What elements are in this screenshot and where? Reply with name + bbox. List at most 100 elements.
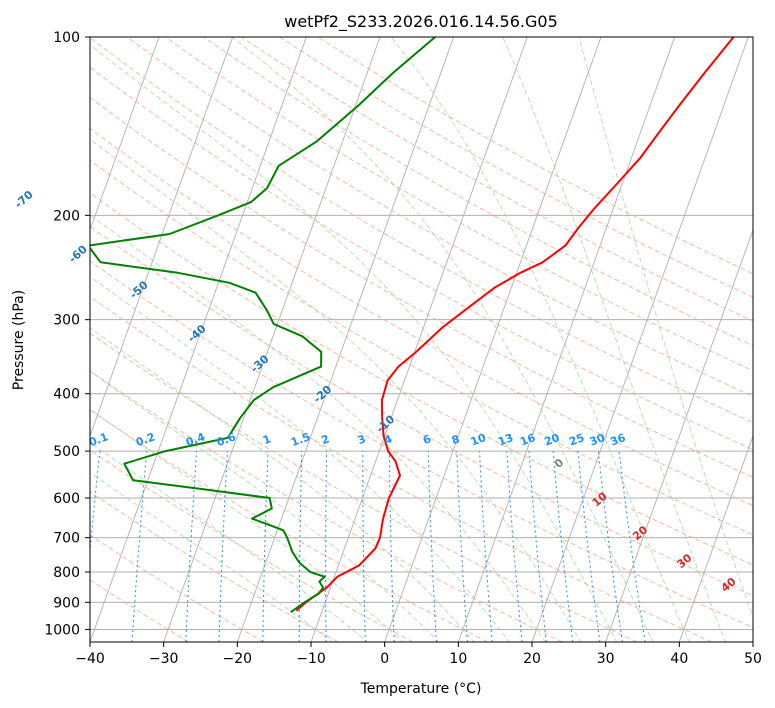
isotherm-line [0, 37, 12, 642]
isotherm-line [163, 37, 381, 642]
dry-adiabat-line [90, 409, 488, 642]
moist-adiabat-label: 0 [552, 456, 566, 471]
mixing-ratio-line [325, 451, 328, 642]
dry-adiabat-line [241, 37, 753, 322]
moist-adiabat-line [90, 44, 618, 642]
moist-adiabat-line [231, 37, 654, 642]
mixing-ratio-line [427, 451, 437, 642]
y-tick-label: 500 [53, 444, 80, 460]
dry-adiabat-line [90, 332, 638, 642]
chart-title: wetPf2_S233.2026.016.14.56.G05 [284, 12, 558, 32]
mixing-ratio-label: 25 [567, 431, 586, 448]
x-axis-label: Temperature (°C) [360, 681, 482, 697]
y-tick-label: 600 [53, 491, 80, 507]
mixing-ratio-line [528, 451, 547, 642]
moist-adiabat-line [90, 214, 546, 642]
x-tick-label: 10 [449, 651, 467, 667]
dry-adiabat-line [90, 66, 753, 451]
y-axis: 100 200 300 400 500 600 700 800 900 1000 [44, 30, 90, 638]
isotherm-line [90, 37, 160, 232]
moist-adiabat-line [90, 472, 333, 642]
x-tick-label: 30 [597, 651, 615, 667]
isotherm-label: -60 [66, 243, 90, 266]
y-axis-label: Pressure (hPa) [11, 290, 27, 390]
mixing-ratio-label: 20 [543, 431, 562, 449]
y-tick-label: 400 [53, 387, 80, 403]
mixing-ratio-line [552, 451, 574, 642]
mixing-ratio-line [456, 451, 468, 642]
isotherm-line [90, 37, 307, 642]
isotherm-line [384, 37, 602, 642]
mixing-ratio-line [479, 451, 493, 642]
x-tick-label: 40 [670, 651, 688, 667]
moist-adiabat-line [90, 408, 404, 642]
mixing-ratio-line [90, 451, 101, 556]
dry-adiabat-line [203, 37, 753, 347]
mixing-ratio-label: 0.6 [215, 430, 238, 449]
isotherm-label: -20 [311, 383, 335, 406]
dry-adiabat-line [90, 579, 190, 642]
mixing-ratio-line [618, 451, 646, 642]
dry-adiabat-line [90, 491, 339, 642]
dry-adiabat-line [164, 37, 753, 372]
x-tick-label: 20 [523, 651, 541, 667]
dry-adiabat-line [90, 37, 753, 424]
isotherm-line [752, 640, 753, 642]
isotherm-label: -30 [248, 352, 272, 375]
isotherm-label: -40 [185, 322, 209, 345]
y-tick-label: 100 [53, 30, 80, 46]
isotherm-line [457, 37, 676, 642]
x-tick-label: −20 [223, 651, 253, 667]
dewpoint-line [90, 37, 436, 614]
grid-layer [0, 37, 753, 642]
x-tick-label: 50 [744, 651, 762, 667]
dry-adiabat-line [90, 159, 753, 536]
moist-adiabat-line [502, 37, 727, 642]
mixing-ratio-label: 0.1 [87, 430, 110, 449]
x-tick-label: −30 [149, 651, 179, 667]
mixing-ratio-line [362, 451, 366, 642]
mixing-ratio-label: 0.2 [134, 430, 157, 449]
dry-adiabat-line [90, 225, 753, 597]
mixing-ratio-label: 1 [261, 432, 273, 447]
moist-adiabat-line [90, 327, 475, 642]
mixing-ratio-label: 8 [450, 432, 462, 447]
dry-adiabat-line [317, 37, 753, 275]
dry-adiabat-line [90, 295, 712, 642]
moist-adiabat-label: 10 [590, 489, 610, 509]
dry-adiabat-line [90, 534, 264, 642]
y-tick-label: 300 [53, 313, 80, 329]
moist-adiabat-line [90, 442, 369, 642]
mixing-ratio-label: 16 [518, 431, 537, 449]
x-tick-label: 0 [380, 651, 389, 667]
mixing-ratio-line [218, 451, 228, 642]
dry-adiabat-line [90, 449, 414, 642]
moist-adiabat-line [90, 276, 510, 642]
isotherm-label: -50 [127, 278, 151, 301]
y-tick-label: 900 [53, 595, 80, 611]
series-layer [90, 37, 735, 614]
isotherm-label: -70 [12, 188, 36, 211]
isotherm-label: -10 [374, 413, 398, 436]
moist-adiabat-label: 40 [719, 575, 739, 595]
x-tick-label: −40 [75, 651, 105, 667]
dry-adiabat-line [90, 370, 563, 642]
moist-adiabat-line [90, 370, 440, 642]
y-tick-label: 200 [53, 208, 80, 224]
dry-adiabat-line [279, 37, 753, 298]
moist-adiabat-line [578, 37, 753, 619]
x-tick-label: −10 [296, 651, 326, 667]
mixing-ratio-label: 13 [496, 431, 515, 448]
isotherm-line [678, 434, 753, 642]
dry-adiabat-line [90, 260, 753, 628]
mixing-ratio-label: 30 [588, 431, 607, 449]
moist-adiabat-line [390, 37, 690, 642]
mixing-ratio-label: 0.4 [184, 430, 207, 449]
mixing-ratio-label: 10 [469, 431, 488, 449]
y-tick-label: 1000 [44, 622, 80, 638]
mixing-ratio-label: 2 [320, 432, 332, 447]
mixing-ratio-label: 3 [356, 432, 368, 447]
mixing-ratio-line [298, 451, 303, 642]
dry-adiabat-line [90, 127, 753, 507]
